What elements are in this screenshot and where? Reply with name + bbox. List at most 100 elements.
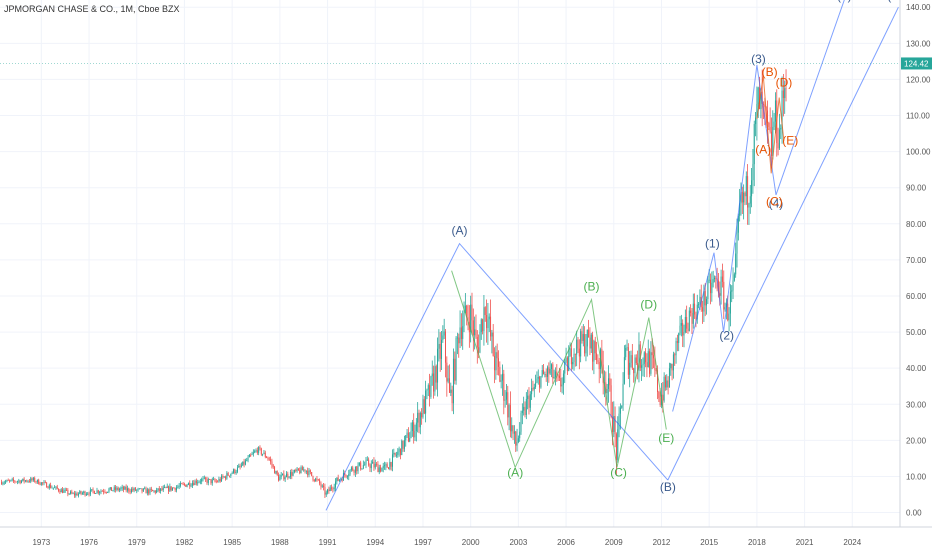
candle-body — [316, 478, 318, 480]
candle-body — [690, 310, 692, 314]
candle-body — [137, 488, 139, 490]
candle-body — [737, 215, 739, 233]
candle-body — [126, 488, 128, 491]
time-axis[interactable]: 1973 1976 1979 1982 1985 1988 1991 1994 1997 2000… — [32, 538, 861, 547]
x-tick-label: 2003 — [509, 538, 527, 547]
candle-body — [267, 457, 269, 459]
candle-body — [373, 461, 375, 468]
candle-body — [617, 429, 619, 460]
candle-body — [156, 490, 158, 493]
candle-body — [43, 482, 45, 484]
candle-body — [707, 280, 709, 300]
candle-body — [529, 394, 531, 408]
candle-body — [141, 488, 143, 492]
candle-body — [52, 487, 54, 489]
candle-body — [430, 376, 432, 397]
candle-body — [154, 490, 156, 493]
candle-body — [409, 438, 411, 442]
candle-body — [99, 492, 101, 493]
candle-body — [27, 481, 29, 482]
candle-body — [784, 88, 786, 99]
candle-body — [304, 469, 306, 472]
candle-body — [229, 475, 231, 477]
candle-body — [40, 482, 42, 485]
candle-body — [621, 405, 623, 408]
wave-label: (A) — [507, 465, 523, 479]
candle-body — [60, 489, 62, 493]
candle-body — [193, 483, 195, 486]
candle-body — [15, 481, 17, 483]
candle-body — [753, 124, 755, 165]
candle-body — [704, 291, 706, 306]
candle-body — [352, 467, 354, 471]
candle-body — [733, 274, 735, 281]
candle-body — [560, 377, 562, 387]
candle-body — [527, 395, 529, 400]
candle-body — [601, 349, 603, 365]
candle-body — [372, 461, 374, 464]
grid — [0, 0, 900, 527]
candle-body — [239, 465, 241, 467]
candle-body — [503, 373, 505, 401]
candle-body — [174, 487, 176, 491]
candle-body — [770, 131, 772, 156]
candle-body — [324, 487, 326, 495]
candle-body — [647, 351, 649, 368]
y-tick-label: 70.00 — [906, 256, 927, 265]
candle-body — [117, 487, 119, 491]
candle-body — [194, 480, 196, 486]
candle-body — [475, 329, 477, 338]
wave-trendline — [667, 6, 899, 481]
last-price-label: 124.42 — [904, 59, 929, 68]
candle-body — [248, 454, 250, 458]
candle-body — [536, 378, 538, 383]
candle-body — [545, 374, 547, 377]
x-tick-label: 2021 — [796, 538, 814, 547]
candle-body — [358, 462, 360, 466]
candle-body — [659, 398, 661, 406]
wave-label: (2) — [719, 328, 734, 342]
candle-body — [650, 352, 652, 374]
candle-body — [340, 478, 342, 480]
candle-body — [362, 465, 364, 469]
candle-body — [515, 431, 517, 446]
candle-body — [504, 399, 506, 401]
candle-body — [569, 348, 571, 357]
candle-body — [686, 316, 688, 329]
candle-body — [768, 122, 770, 127]
candle-body — [438, 343, 440, 349]
wave-label: (E) — [782, 133, 798, 147]
candle-body — [370, 463, 372, 469]
candle-body — [300, 467, 302, 474]
wave-label: (D) — [640, 298, 657, 312]
candle-body — [329, 487, 331, 492]
candle-body — [242, 461, 244, 466]
candle-body — [381, 468, 383, 472]
candle-body — [490, 316, 492, 337]
candle-body — [763, 103, 765, 105]
candle-body — [402, 440, 404, 449]
candle-body — [573, 353, 575, 363]
candle-body — [516, 441, 518, 446]
candle-body — [121, 487, 123, 489]
candle-body — [696, 304, 698, 320]
x-tick-label: 2015 — [700, 538, 718, 547]
candle-body — [657, 370, 659, 392]
candle-body — [48, 484, 50, 489]
candle-body — [166, 486, 168, 488]
candle-body — [476, 337, 478, 348]
candle-body — [634, 357, 636, 374]
candle-body — [532, 387, 534, 390]
price-axis[interactable]: 0.00 10.00 20.00 30.00 40.00 50.00 60.00 70.00 8… — [906, 3, 931, 517]
candle-body — [46, 482, 48, 488]
x-tick-label: 1997 — [414, 538, 432, 547]
candle-body — [11, 479, 13, 481]
candle-body — [211, 479, 213, 484]
candle-body — [238, 465, 240, 468]
candle-body — [496, 352, 498, 359]
candle-body — [173, 487, 175, 489]
candle-body — [31, 478, 33, 481]
candle-body — [651, 352, 653, 356]
candle-body — [549, 368, 551, 374]
